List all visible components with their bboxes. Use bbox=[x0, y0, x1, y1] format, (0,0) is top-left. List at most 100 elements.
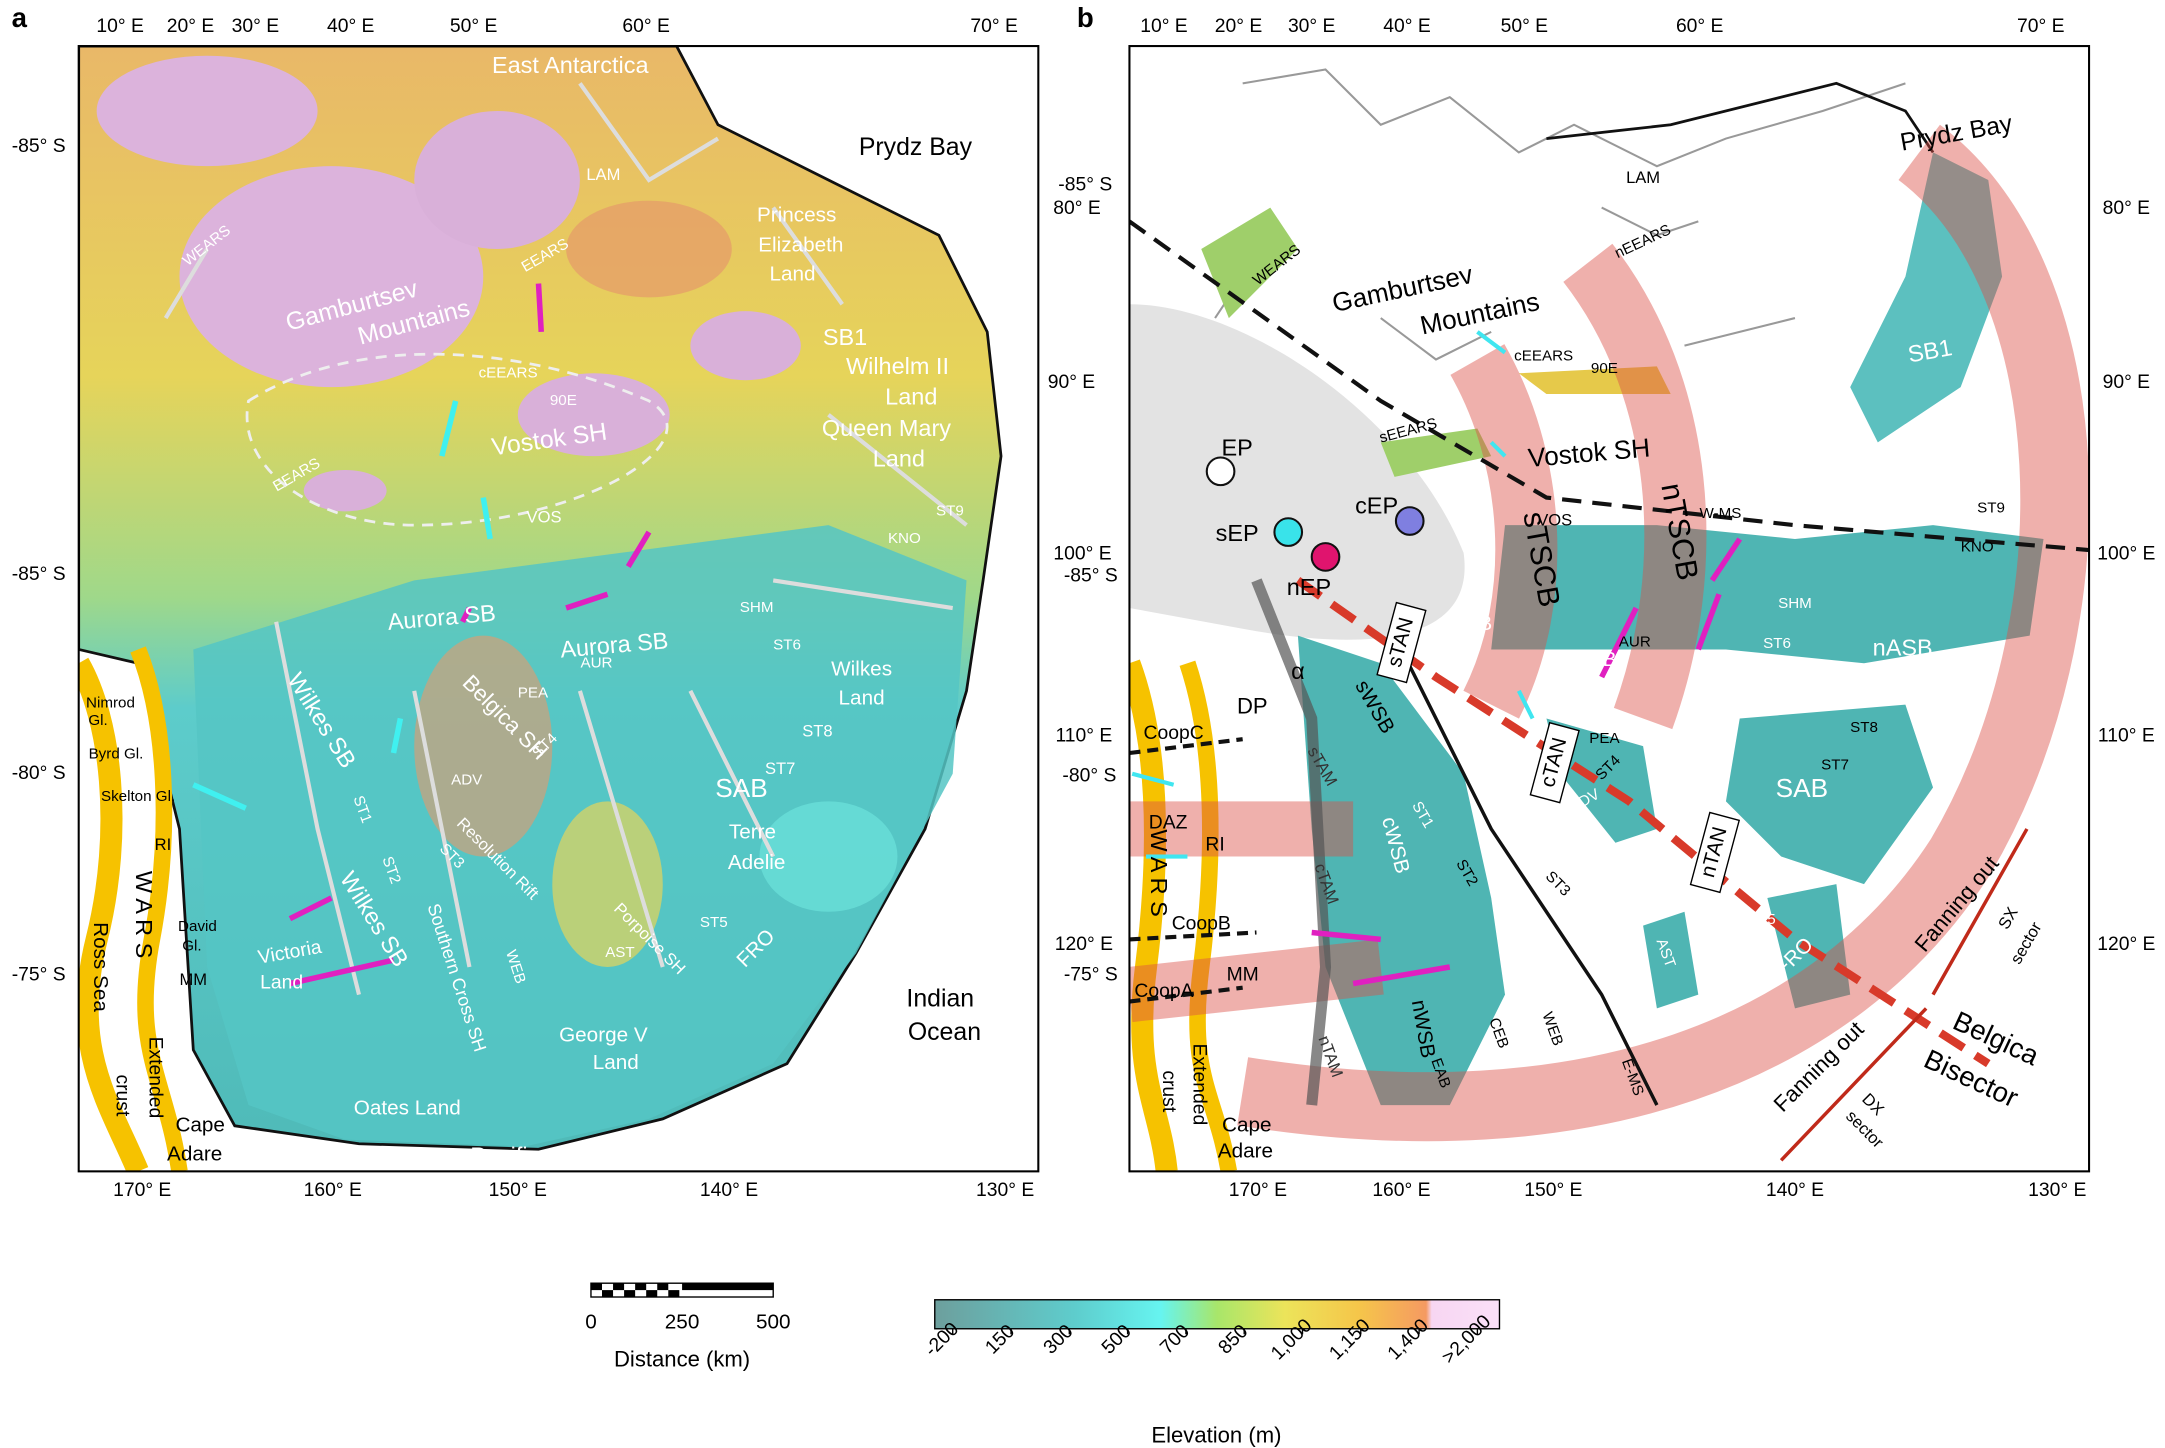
map-label: cEEARS bbox=[1514, 348, 1573, 365]
map-shape bbox=[1779, 828, 2029, 1162]
frame-b bbox=[1128, 45, 2091, 1173]
map-label: Gl. bbox=[182, 937, 201, 954]
map-label: Land bbox=[885, 383, 937, 409]
map-shape bbox=[1563, 243, 1707, 730]
map-label: Extended bbox=[1188, 1044, 1209, 1126]
map-label: RI bbox=[1205, 835, 1224, 856]
map-label: ST8 bbox=[1850, 719, 1878, 736]
map-label: ST7 bbox=[1821, 756, 1849, 773]
map-label: MM bbox=[1227, 964, 1259, 985]
map-label: Ross Sea bbox=[89, 922, 112, 1012]
map-shape bbox=[1310, 542, 1341, 572]
map-shape bbox=[1131, 330, 1535, 859]
map-label: W-MS bbox=[1699, 505, 1741, 522]
map-shape bbox=[1643, 911, 1699, 1009]
map-label: Wilkes bbox=[831, 658, 892, 681]
map-shape bbox=[1205, 456, 1236, 487]
map-shape bbox=[288, 283, 652, 987]
map-label: George V bbox=[559, 1024, 648, 1047]
map-shape bbox=[1201, 207, 1298, 319]
map-label: crust bbox=[1158, 1070, 1179, 1113]
lon-label: 120° E bbox=[2097, 934, 2155, 955]
map-shape bbox=[1129, 659, 1178, 1172]
map-label: CoopA bbox=[1134, 981, 1193, 1002]
lon-label: 40° E bbox=[1383, 16, 1431, 37]
lat-label: -80° S bbox=[12, 763, 66, 784]
lon-label: 60° E bbox=[1676, 16, 1724, 37]
lon-label: 120° E bbox=[1055, 934, 1113, 955]
map-shape bbox=[1518, 366, 1671, 395]
lon-label: 140° E bbox=[1766, 1180, 1824, 1201]
color-bar bbox=[934, 1299, 1501, 1330]
map-shape bbox=[759, 801, 898, 912]
map-label: Elizabeth bbox=[758, 234, 843, 257]
map-label: ST7 bbox=[765, 759, 795, 778]
map-label: Cape bbox=[175, 1113, 224, 1136]
scale-bar bbox=[590, 1282, 774, 1298]
map-label: Land bbox=[593, 1051, 639, 1074]
map-label: VOS bbox=[527, 508, 562, 527]
map-label: W A R S bbox=[1146, 829, 1172, 916]
scale-title: Distance (km) bbox=[614, 1346, 750, 1371]
lon-label: 90° E bbox=[2103, 372, 2151, 393]
map-label: sASB bbox=[1440, 612, 1492, 635]
map-label: AUR bbox=[580, 654, 612, 671]
map-label: W A R S bbox=[131, 871, 157, 958]
lon-label: 30° E bbox=[232, 16, 280, 37]
lon-label: 130° E bbox=[976, 1180, 1034, 1201]
map-label: KNO bbox=[888, 530, 921, 547]
lon-label: 10° E bbox=[96, 16, 144, 37]
map-shape bbox=[1725, 704, 1934, 885]
map-shape bbox=[1251, 578, 1332, 1106]
map-shape bbox=[590, 1283, 603, 1291]
map-label: Pacific Ocean bbox=[470, 1143, 615, 1169]
map-label: Indian bbox=[906, 986, 974, 1013]
map-label: MM bbox=[180, 970, 208, 989]
map-shape bbox=[179, 166, 484, 388]
map-label: DP bbox=[1237, 693, 1268, 718]
map-label: Nimrod bbox=[86, 694, 135, 711]
map-label: nEP bbox=[1287, 574, 1331, 600]
map-label: ST5 bbox=[700, 914, 728, 931]
map-label: cEEARS bbox=[479, 364, 538, 381]
map-shape bbox=[1380, 428, 1492, 477]
map-label: SAB bbox=[1776, 773, 1828, 803]
map-shape bbox=[414, 110, 580, 250]
lon-label: 140° E bbox=[700, 1180, 758, 1201]
map-shape bbox=[1491, 525, 2044, 664]
map-label: VOS bbox=[1537, 510, 1572, 529]
map-label: RI bbox=[155, 835, 172, 854]
map-label: Extended bbox=[145, 1037, 166, 1119]
map-shape bbox=[602, 1290, 614, 1298]
map-label: Terre bbox=[729, 821, 776, 844]
lon-label: 160° E bbox=[1372, 1180, 1430, 1201]
map-shape bbox=[1311, 537, 1743, 987]
map-shape bbox=[1273, 517, 1304, 547]
map-label: ADV bbox=[451, 772, 483, 789]
lon-label: 50° E bbox=[450, 16, 498, 37]
lat-label: -85° S bbox=[12, 564, 66, 585]
lon-label: 130° E bbox=[2028, 1180, 2086, 1201]
map-shape bbox=[1393, 634, 1659, 1106]
map-label: SHM bbox=[740, 599, 774, 616]
map-shape bbox=[1546, 81, 1935, 154]
map-label: AUR bbox=[1619, 634, 1651, 651]
scale-tick-label: 0 bbox=[585, 1311, 597, 1334]
panel-letter: a bbox=[12, 2, 28, 33]
map-label: LAM bbox=[1626, 168, 1660, 187]
map-label: LAM bbox=[586, 165, 620, 184]
map-label: Ocean bbox=[908, 1019, 981, 1046]
map-label: Cape bbox=[1222, 1113, 1272, 1136]
map-label: Land bbox=[839, 687, 885, 710]
map-shape bbox=[1850, 152, 2003, 443]
lon-label: 110° E bbox=[1055, 726, 1112, 747]
lon-label: 170° E bbox=[1229, 1180, 1287, 1201]
map-shape bbox=[163, 82, 968, 996]
map-label: Land bbox=[873, 445, 925, 471]
lon-label: 80° E bbox=[1053, 198, 1101, 219]
map-label: Wilhelm II bbox=[846, 353, 949, 379]
map-label: PEA bbox=[1589, 730, 1620, 747]
map-shape bbox=[635, 1283, 647, 1291]
map-label: Adare bbox=[167, 1142, 222, 1165]
